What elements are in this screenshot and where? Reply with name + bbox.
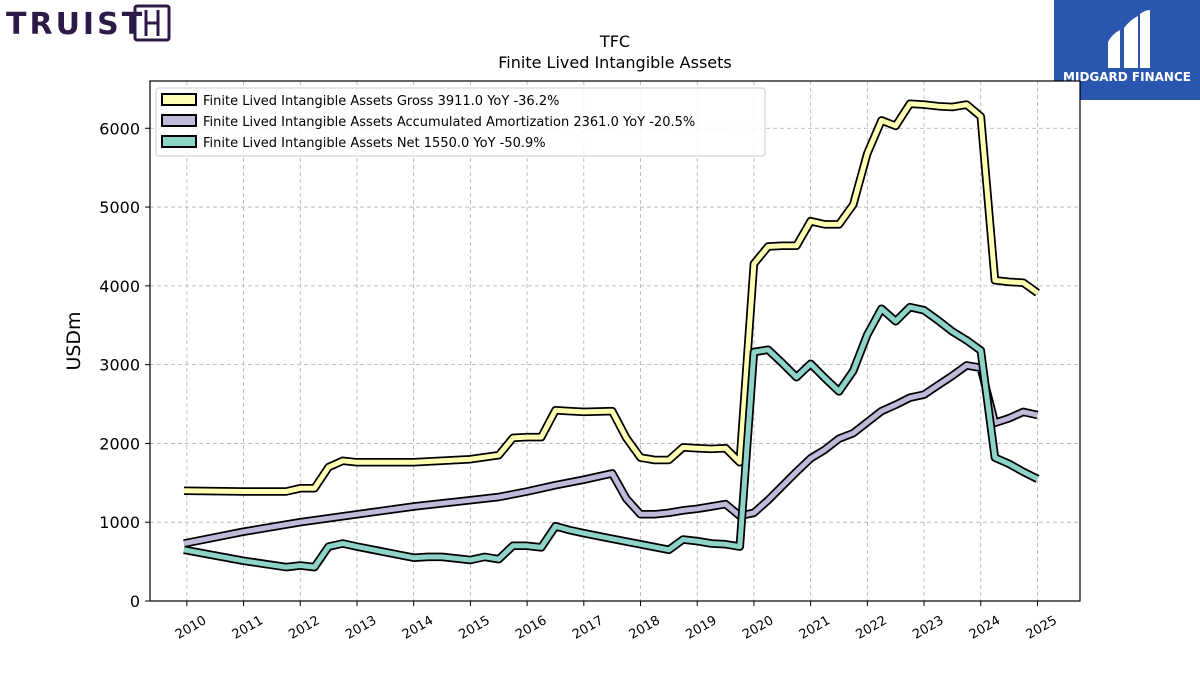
plot-frame xyxy=(149,80,1081,602)
y-tick-label: 3000 xyxy=(99,356,140,375)
series-3 xyxy=(183,302,1040,572)
y-tick-label: 6000 xyxy=(99,119,140,138)
midgard-logo-text: MIDGARD FINANCE xyxy=(1063,70,1191,84)
x-tick-label: 2015 xyxy=(457,613,493,643)
truist-logo-text: TRUIST xyxy=(6,7,145,42)
x-tick-label: 2017 xyxy=(570,613,606,643)
x-tick-label: 2013 xyxy=(343,613,379,643)
x-axis-ticks: 2010 2011 2012 2013 2014 2015 2016 2017 2018 2019… xyxy=(173,601,1060,643)
x-tick-label: 2020 xyxy=(740,613,776,643)
series-2-line xyxy=(183,362,1039,546)
legend-label-3: Finite Lived Intangible Assets Net 1550.… xyxy=(203,136,546,151)
series-2 xyxy=(183,361,1039,548)
y-tick-label: 0 xyxy=(130,592,140,611)
x-tick-label: 2012 xyxy=(286,613,322,643)
legend-swatch-2 xyxy=(161,114,197,127)
y-tick-label: 5000 xyxy=(99,198,140,217)
x-tick-label: 2011 xyxy=(230,613,266,643)
x-tick-label: 2021 xyxy=(797,613,833,643)
y-tick-label: 1000 xyxy=(99,513,140,532)
legend-box xyxy=(155,87,766,157)
y-tick-label: 4000 xyxy=(99,277,140,296)
legend-label-2: Finite Lived Intangible Assets Accumulat… xyxy=(203,115,695,130)
y-tick-label: 2000 xyxy=(99,434,140,453)
y-axis-ticks: 0 1000 2000 3000 4000 5000 6000 xyxy=(99,119,150,611)
legend-label-1: Finite Lived Intangible Assets Gross 391… xyxy=(203,94,559,109)
x-tick-label: 2023 xyxy=(910,613,946,643)
legend-swatch-1 xyxy=(161,93,197,106)
legend-item-1: Finite Lived Intangible Assets Gross 391… xyxy=(161,93,559,109)
truist-logo: TRUIST xyxy=(6,4,171,42)
truist-logo-mark xyxy=(133,4,171,42)
x-tick-label: 2025 xyxy=(1024,613,1060,643)
x-tick-label: 2024 xyxy=(967,613,1003,643)
series-1 xyxy=(183,99,1040,496)
legend: Finite Lived Intangible Assets Gross 391… xyxy=(155,87,766,157)
legend-swatch-3 xyxy=(161,135,197,148)
x-tick-label: 2010 xyxy=(173,613,209,643)
midgard-logo-mark xyxy=(1108,10,1150,68)
legend-items: Finite Lived Intangible Assets Gross 391… xyxy=(161,93,695,151)
x-tick-label: 2014 xyxy=(400,613,436,643)
series-1-line xyxy=(183,101,1039,494)
chart-title: TFC xyxy=(599,32,630,51)
series-layer xyxy=(183,99,1040,572)
x-tick-label: 2016 xyxy=(513,613,549,643)
x-tick-label: 2018 xyxy=(627,613,663,643)
chart-subtitle: Finite Lived Intangible Assets xyxy=(498,53,731,72)
y-axis-label: USDm xyxy=(63,311,85,370)
plot-area xyxy=(150,81,1080,601)
legend-item-2: Finite Lived Intangible Assets Accumulat… xyxy=(161,114,695,130)
x-tick-label: 2022 xyxy=(854,613,890,643)
legend-item-3: Finite Lived Intangible Assets Net 1550.… xyxy=(161,135,546,151)
x-tick-label: 2019 xyxy=(683,613,719,643)
series-3-line xyxy=(183,304,1039,570)
